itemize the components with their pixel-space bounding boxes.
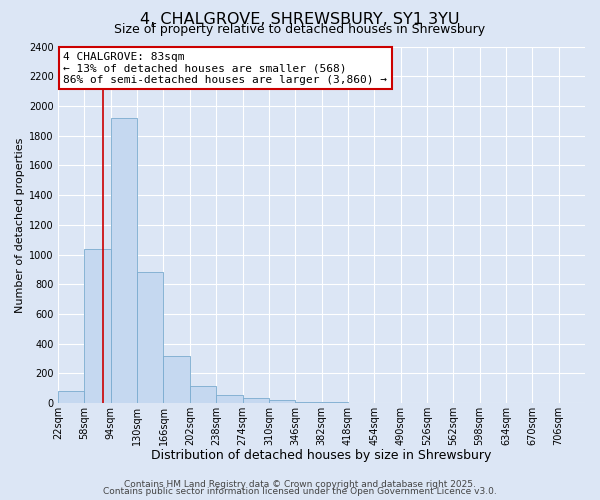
Bar — [322, 402, 348, 403]
Text: 4, CHALGROVE, SHREWSBURY, SY1 3YU: 4, CHALGROVE, SHREWSBURY, SY1 3YU — [140, 12, 460, 28]
Text: Contains HM Land Registry data © Crown copyright and database right 2025.: Contains HM Land Registry data © Crown c… — [124, 480, 476, 489]
Text: 4 CHALGROVE: 83sqm
← 13% of detached houses are smaller (568)
86% of semi-detach: 4 CHALGROVE: 83sqm ← 13% of detached hou… — [64, 52, 388, 85]
Bar — [111, 118, 137, 403]
Bar — [58, 390, 85, 403]
Y-axis label: Number of detached properties: Number of detached properties — [15, 137, 25, 312]
X-axis label: Distribution of detached houses by size in Shrewsbury: Distribution of detached houses by size … — [151, 450, 492, 462]
Bar — [242, 398, 269, 403]
Bar — [295, 402, 322, 403]
Text: Contains public sector information licensed under the Open Government Licence v3: Contains public sector information licen… — [103, 487, 497, 496]
Bar — [163, 356, 190, 403]
Bar — [85, 248, 111, 403]
Bar — [269, 400, 295, 403]
Text: Size of property relative to detached houses in Shrewsbury: Size of property relative to detached ho… — [115, 22, 485, 36]
Bar — [216, 395, 242, 403]
Bar — [190, 386, 216, 403]
Bar — [137, 272, 163, 403]
